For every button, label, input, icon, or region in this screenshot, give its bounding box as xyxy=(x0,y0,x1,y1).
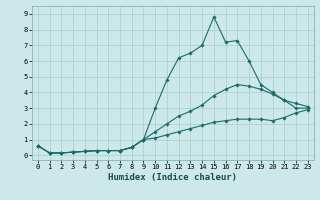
X-axis label: Humidex (Indice chaleur): Humidex (Indice chaleur) xyxy=(108,173,237,182)
